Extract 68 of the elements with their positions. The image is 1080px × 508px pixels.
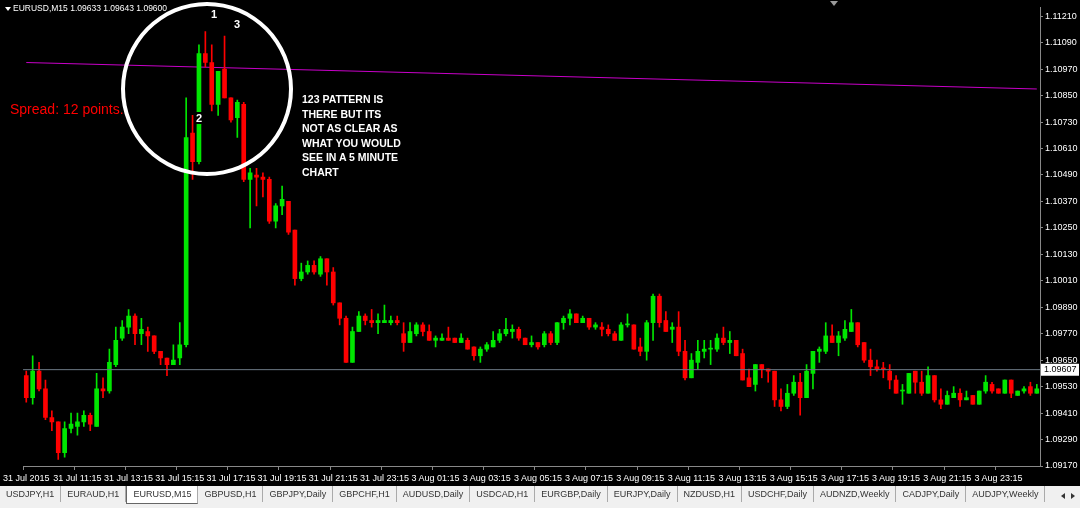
ref-line-label: 1.09607 (1044, 364, 1077, 375)
y-tick-label: 1.09890 (1045, 301, 1078, 312)
y-tick-label: 1.11210 (1045, 10, 1077, 21)
candlestick (599, 322, 605, 337)
candlestick (247, 168, 253, 229)
y-tick-label: 1.10610 (1045, 142, 1078, 153)
x-tick-label: 3 Aug 15:15 (769, 472, 818, 483)
x-tick-label: 31 Jul 11:15 (53, 472, 102, 483)
text: USDJPY,H1 (0, 486, 62, 502)
x-tick-label: 3 Aug 07:15 (565, 472, 614, 483)
x-tick-label: 3 Aug 01:15 (411, 472, 460, 483)
y-tick-label: 1.10970 (1045, 63, 1078, 74)
y-tick-label: 1.10010 (1045, 275, 1078, 286)
annotation: 123 PATTERN IS THERE BUT ITS NOT AS CLEAR AS WHAT YOU WOULD SEE IN A 5 MINUTE CHART (302, 92, 401, 180)
y-tick-label: 1.09410 (1045, 407, 1078, 418)
x-tick-label: 3 Aug 11:15 (667, 472, 716, 483)
candlestick (375, 313, 381, 335)
annotation: 3 (234, 18, 241, 30)
y-tick-label: 1.09650 (1045, 354, 1078, 365)
y-tick-label: 1.09290 (1045, 434, 1078, 445)
y-tick-label: 1.10250 (1045, 222, 1078, 233)
x-tick-label: 3 Aug 21:15 (923, 472, 972, 483)
x-tick-label: 3 Aug 03:15 (462, 472, 511, 483)
y-tick-label: 1.09770 (1045, 328, 1078, 339)
x-tick-label: 31 Jul 21:15 (308, 472, 358, 483)
candlestick (669, 322, 675, 343)
annotation: 1 (211, 8, 218, 20)
x-tick-label: 31 Jul 23:15 (359, 472, 409, 483)
text: EURJPY,Daily (607, 486, 678, 502)
text: GBPCHF,H1 (333, 486, 397, 502)
y-tick-label: 1.10850 (1045, 90, 1078, 101)
candlestick (260, 172, 266, 198)
text: USDCAD,H1 (470, 486, 536, 502)
text: EURUSD,M15 (126, 486, 199, 504)
x-tick-label: 3 Aug 13:15 (718, 472, 767, 483)
x-tick-label: 3 Aug 17:15 (820, 472, 869, 483)
y-tick-label: 1.10370 (1045, 195, 1078, 206)
candlestick (701, 340, 707, 359)
y-tick-label: 1.11090 (1045, 37, 1077, 48)
candlestick (727, 331, 733, 354)
text: NZDUSD,H1 (677, 486, 743, 502)
y-tick-label: 1.10490 (1045, 169, 1078, 180)
annotation: 2 (194, 112, 205, 124)
x-tick-label: 3 Aug 09:15 (616, 472, 665, 483)
x-tick-label: 31 Jul 17:15 (206, 472, 256, 483)
text: GBPUSD,H1 (198, 486, 264, 502)
x-tick-label: 31 Jul 19:15 (257, 472, 307, 483)
candlestick (145, 326, 151, 352)
x-tick-label: 3 Aug 19:15 (872, 472, 921, 483)
y-tick-label: 1.10130 (1045, 248, 1078, 259)
annotation: Spread: 12 points. (10, 101, 124, 117)
text: USDCHF,Daily (742, 486, 815, 502)
y-tick-label: 1.09170 (1045, 460, 1078, 471)
text: AUDNZD,Weekly (814, 486, 897, 502)
x-tick-label: 31 Jul 2015 (3, 472, 50, 483)
text: AUDUSD,Daily (396, 486, 471, 502)
text: AUDJPY,Weekly (966, 486, 1046, 502)
text: CADJPY,Daily (896, 486, 967, 502)
text: GBPJPY,Daily (263, 486, 334, 502)
text: EURAUD,H1 (61, 486, 127, 502)
x-tick-label: 3 Aug 05:15 (513, 472, 562, 483)
text: EURGBP,Daily (535, 486, 608, 502)
x-tick-label: 3 Aug 23:15 (974, 472, 1023, 483)
x-tick-label: 31 Jul 15:15 (155, 472, 205, 483)
x-tick-label: 31 Jul 13:15 (104, 472, 154, 483)
chart-title: EURUSD,M15 1.09633 1.09643 1.09600 (13, 3, 168, 13)
y-tick-label: 1.10730 (1045, 116, 1078, 127)
y-tick-label: 1.09530 (1045, 381, 1078, 392)
